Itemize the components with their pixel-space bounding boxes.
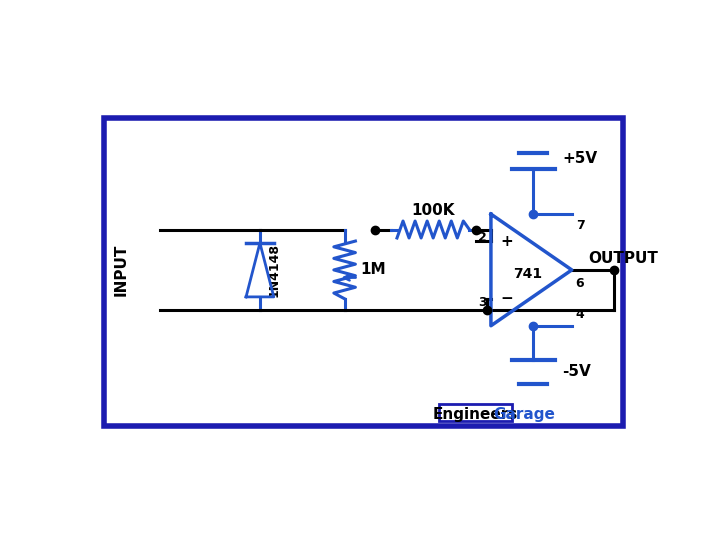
Text: Engineers: Engineers	[432, 407, 518, 422]
Text: 2: 2	[479, 231, 487, 244]
Text: 1M: 1M	[360, 262, 386, 278]
Text: -5V: -5V	[562, 365, 591, 379]
Text: 7: 7	[576, 219, 584, 232]
Bar	[104, 118, 623, 426]
Text: INPUT: INPUT	[114, 244, 129, 296]
Text: 100K: 100K	[411, 203, 455, 218]
Text: −: −	[500, 292, 513, 306]
Text: +: +	[500, 233, 513, 248]
Text: OUTPUT: OUTPUT	[589, 251, 659, 266]
Text: Garage: Garage	[493, 407, 555, 422]
Text: 4: 4	[576, 308, 584, 321]
Text: 6: 6	[576, 277, 584, 290]
Text: 741: 741	[513, 267, 542, 281]
Text: +5V: +5V	[562, 151, 598, 166]
Text: 3: 3	[479, 296, 487, 309]
Text: 1N4148: 1N4148	[267, 243, 280, 297]
